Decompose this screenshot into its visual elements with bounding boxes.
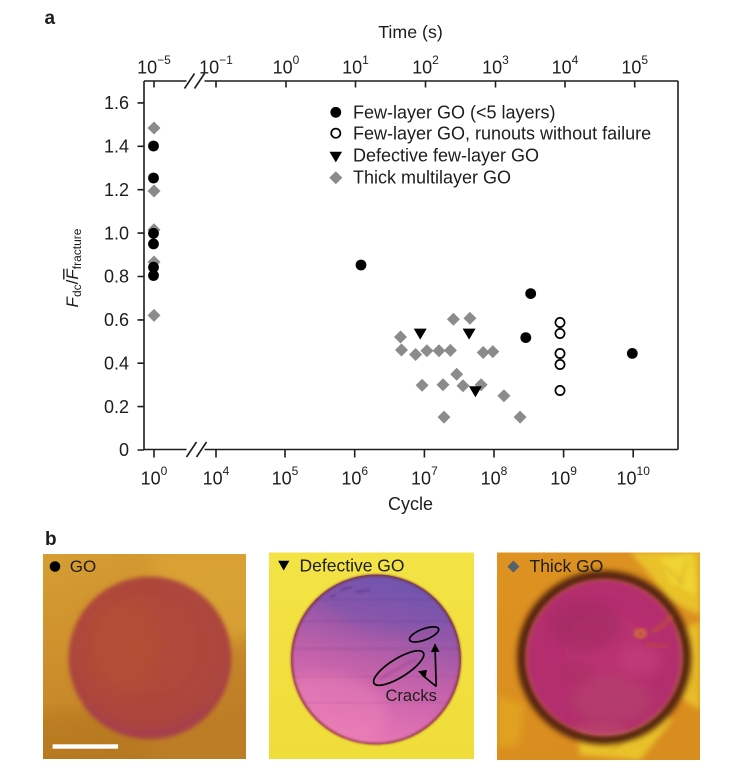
svg-text:Defective few-layer GO: Defective few-layer GO <box>353 146 539 166</box>
svg-text:106: 106 <box>341 464 368 488</box>
svg-text:Thick multilayer GO: Thick multilayer GO <box>353 168 511 188</box>
svg-text:100: 100 <box>141 464 168 488</box>
svg-text:Few-layer GO (<5 layers): Few-layer GO (<5 layers) <box>353 103 556 123</box>
svg-text:a: a <box>45 8 56 29</box>
svg-text:Fdc/Ffracture: Fdc/Ffracture <box>63 228 84 307</box>
svg-text:100: 100 <box>273 53 300 77</box>
svg-text:107: 107 <box>411 464 438 488</box>
svg-text:108: 108 <box>481 464 508 488</box>
svg-text:0.4: 0.4 <box>104 353 129 373</box>
svg-text:101: 101 <box>342 53 369 77</box>
svg-text:1.4: 1.4 <box>104 137 129 157</box>
svg-text:109: 109 <box>550 464 577 488</box>
svg-text:1.2: 1.2 <box>104 180 129 200</box>
svg-text:GO: GO <box>70 557 96 576</box>
svg-text:0.6: 0.6 <box>104 310 129 330</box>
svg-text:Thick GO: Thick GO <box>530 556 604 576</box>
svg-text:Few-layer GO, runouts without: Few-layer GO, runouts without failure <box>353 124 651 144</box>
svg-text:10−1: 10−1 <box>199 53 233 77</box>
svg-text:Cracks: Cracks <box>386 687 437 705</box>
svg-text:0: 0 <box>119 440 129 460</box>
svg-text:103: 103 <box>482 53 509 77</box>
svg-text:102: 102 <box>412 53 439 77</box>
svg-text:0.8: 0.8 <box>104 267 129 287</box>
svg-text:104: 104 <box>552 53 579 77</box>
svg-text:1010: 1010 <box>617 464 651 488</box>
svg-text:10−5: 10−5 <box>137 53 171 77</box>
svg-text:1.0: 1.0 <box>104 223 129 243</box>
svg-text:104: 104 <box>203 464 230 488</box>
svg-text:Time (s): Time (s) <box>378 22 443 42</box>
svg-text:b: b <box>45 529 57 550</box>
svg-text:0.2: 0.2 <box>104 397 129 417</box>
svg-text:1.6: 1.6 <box>104 93 129 113</box>
svg-text:105: 105 <box>621 53 648 77</box>
svg-text:Cycle: Cycle <box>388 494 433 514</box>
svg-text:Defective GO: Defective GO <box>300 556 405 576</box>
svg-text:105: 105 <box>272 464 299 488</box>
